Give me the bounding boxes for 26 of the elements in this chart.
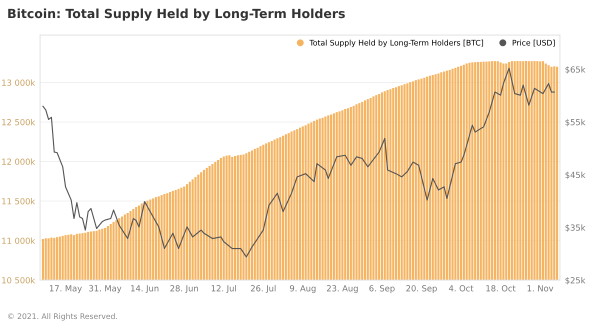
y-tick-label: 12 000k xyxy=(2,158,36,165)
x-tick-label: 26. Jul xyxy=(250,285,276,294)
x-tick-label: 28. Jun xyxy=(170,285,198,294)
x-tick-label: 1. Nov xyxy=(528,285,554,292)
x-tick-label: 20. Sep xyxy=(406,285,437,294)
x-tick-label: 9. Aug xyxy=(290,285,316,294)
x-tick-label: 18. Oct xyxy=(486,285,516,292)
x-tick-label: 31. May xyxy=(89,285,122,294)
chart-title: Bitcoin: Total Supply Held by Long-Term Holders xyxy=(8,8,345,21)
x-tick-label: 14. Jun xyxy=(131,285,158,294)
x-tick-label: 4. Oct xyxy=(448,285,474,292)
line-series xyxy=(42,68,555,258)
y-tick-label: 11 000k xyxy=(2,237,36,244)
x-tick-label: 12. Jul xyxy=(212,285,236,294)
y-tick-label: 13 000k xyxy=(2,79,36,86)
y-tick-label: 11 500k xyxy=(2,198,36,204)
y-tick-label: 10 500k xyxy=(2,276,36,284)
x-tick-label: 23. Aug xyxy=(326,285,358,294)
y2-tick-label: $25k xyxy=(565,276,586,285)
y2-tick-label: $65k xyxy=(565,66,586,74)
y2-tick-label: $55k xyxy=(565,118,586,126)
y2-tick-label: $45k xyxy=(565,172,586,180)
y-tick-label: 12 500k xyxy=(2,118,36,126)
x-tick-label: 17. May xyxy=(50,285,82,294)
y2-tick-label: $35k xyxy=(565,224,586,232)
x-tick-label: 6. Sep xyxy=(369,285,395,294)
